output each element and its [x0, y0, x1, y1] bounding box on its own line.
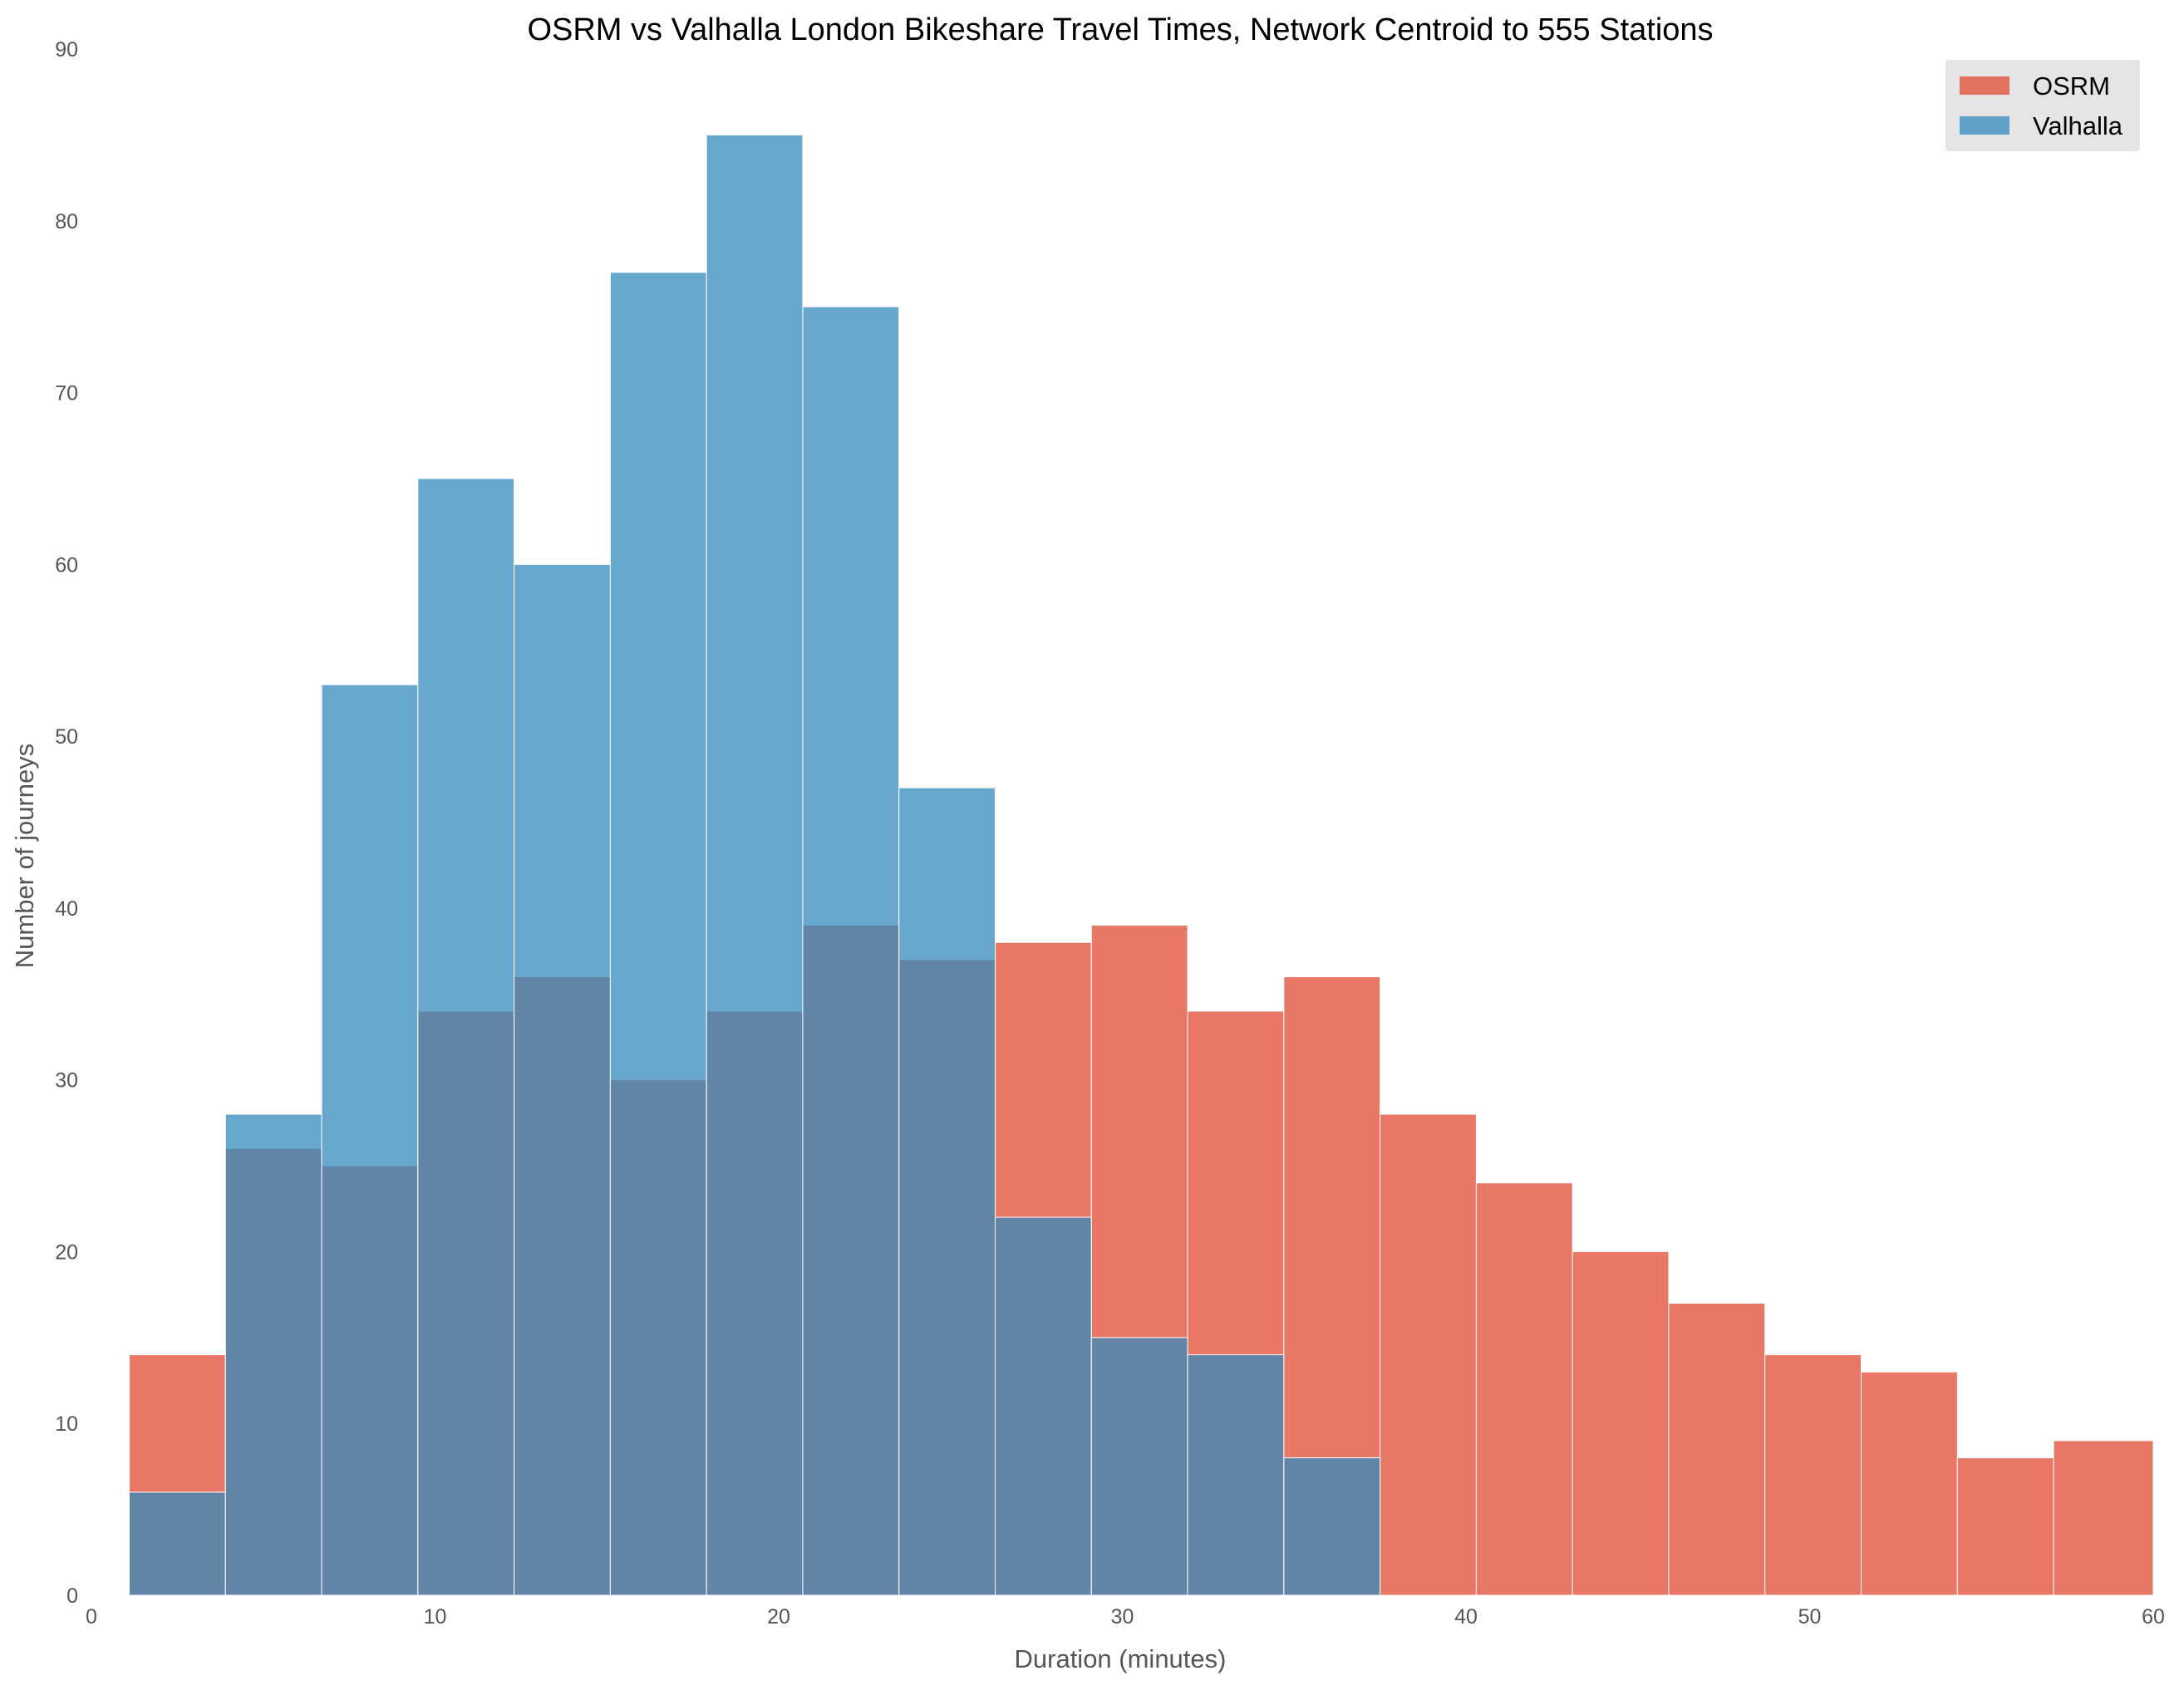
y-tick-label: 20 — [55, 1240, 78, 1264]
x-axis-label: Duration (minutes) — [1015, 1644, 1227, 1673]
x-tick-label: 40 — [1454, 1605, 1478, 1629]
x-tick-label: 30 — [1111, 1605, 1134, 1629]
valhalla-bar-0 — [128, 1491, 226, 1596]
y-tick-label: 40 — [55, 897, 78, 921]
valhalla-bar-9 — [995, 1216, 1092, 1596]
y-axis-label: Number of journeys — [10, 744, 39, 969]
valhalla-bar-7 — [802, 306, 900, 1596]
valhalla-bar-12 — [1283, 1457, 1381, 1596]
x-tick-label: 0 — [86, 1605, 97, 1629]
legend-swatch-osrm — [1960, 76, 2009, 95]
y-tick-label: 70 — [55, 382, 78, 405]
x-tick-label: 10 — [424, 1605, 447, 1629]
osrm-bar-19 — [1956, 1457, 2054, 1596]
osrm-bar-13 — [1380, 1113, 1477, 1596]
y-tick-label: 90 — [55, 38, 78, 61]
osrm-bar-16 — [1668, 1302, 1766, 1596]
valhalla-bar-5 — [609, 272, 707, 1596]
osrm-bar-15 — [1572, 1250, 1670, 1596]
valhalla-bar-8 — [898, 787, 996, 1596]
y-tick-label: 0 — [66, 1584, 78, 1608]
valhalla-bar-1 — [224, 1113, 322, 1596]
osrm-bar-18 — [1861, 1371, 1958, 1596]
legend-label-valhalla: Valhalla — [2033, 111, 2123, 140]
x-tick-label: 60 — [2142, 1605, 2165, 1629]
valhalla-bar-11 — [1187, 1354, 1285, 1596]
y-tick-label: 30 — [55, 1069, 78, 1093]
valhalla-bar-6 — [706, 134, 804, 1596]
y-tick-label: 50 — [55, 725, 78, 749]
x-tick-label: 20 — [767, 1605, 790, 1629]
y-tick-label: 60 — [55, 553, 78, 577]
valhalla-bar-10 — [1090, 1337, 1188, 1596]
valhalla-bar-4 — [514, 563, 611, 1596]
osrm-bar-20 — [2053, 1440, 2154, 1596]
y-axis-ticks: 0 10 20 30 40 50 60 70 80 90 — [55, 38, 78, 1608]
x-axis-ticks: 0 10 20 30 40 50 60 — [86, 1605, 2165, 1629]
y-tick-label: 80 — [55, 210, 78, 233]
osrm-bar-17 — [1764, 1354, 1862, 1596]
valhalla-bar-2 — [321, 684, 419, 1596]
legend: OSRM Valhalla — [1945, 60, 2140, 151]
legend-label-osrm: OSRM — [2033, 71, 2110, 101]
osrm-bar-14 — [1475, 1182, 1573, 1596]
legend-swatch-valhalla — [1960, 116, 2009, 135]
chart-title: OSRM vs Valhalla London Bikeshare Travel… — [527, 12, 1713, 47]
valhalla-bar-3 — [417, 478, 515, 1596]
y-tick-label: 10 — [55, 1412, 78, 1436]
valhalla-bars — [128, 134, 1381, 1596]
x-tick-label: 50 — [1798, 1605, 1822, 1629]
